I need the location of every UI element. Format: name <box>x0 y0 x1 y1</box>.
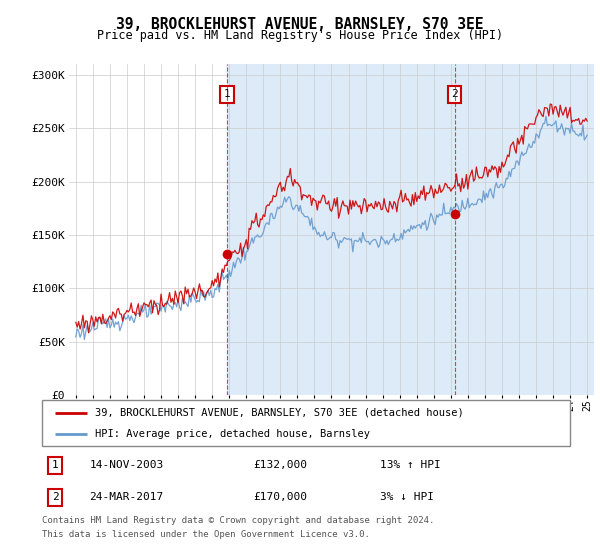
Text: 39, BROCKLEHURST AVENUE, BARNSLEY, S70 3EE (detached house): 39, BROCKLEHURST AVENUE, BARNSLEY, S70 3… <box>95 408 464 418</box>
Text: 39, BROCKLEHURST AVENUE, BARNSLEY, S70 3EE: 39, BROCKLEHURST AVENUE, BARNSLEY, S70 3… <box>116 17 484 32</box>
Text: 2: 2 <box>451 89 458 99</box>
Text: Contains HM Land Registry data © Crown copyright and database right 2024.: Contains HM Land Registry data © Crown c… <box>42 516 434 525</box>
Text: £170,000: £170,000 <box>253 492 307 502</box>
Text: This data is licensed under the Open Government Licence v3.0.: This data is licensed under the Open Gov… <box>42 530 370 539</box>
Text: Price paid vs. HM Land Registry's House Price Index (HPI): Price paid vs. HM Land Registry's House … <box>97 29 503 42</box>
Text: 3% ↓ HPI: 3% ↓ HPI <box>380 492 434 502</box>
Bar <box>227 64 600 395</box>
Text: HPI: Average price, detached house, Barnsley: HPI: Average price, detached house, Barn… <box>95 429 370 439</box>
Text: 2: 2 <box>52 492 59 502</box>
Text: 1: 1 <box>52 460 59 470</box>
Text: £132,000: £132,000 <box>253 460 307 470</box>
Text: 13% ↑ HPI: 13% ↑ HPI <box>380 460 440 470</box>
FancyBboxPatch shape <box>42 400 570 446</box>
Text: 24-MAR-2017: 24-MAR-2017 <box>89 492 164 502</box>
Text: 1: 1 <box>224 89 230 99</box>
Text: 14-NOV-2003: 14-NOV-2003 <box>89 460 164 470</box>
